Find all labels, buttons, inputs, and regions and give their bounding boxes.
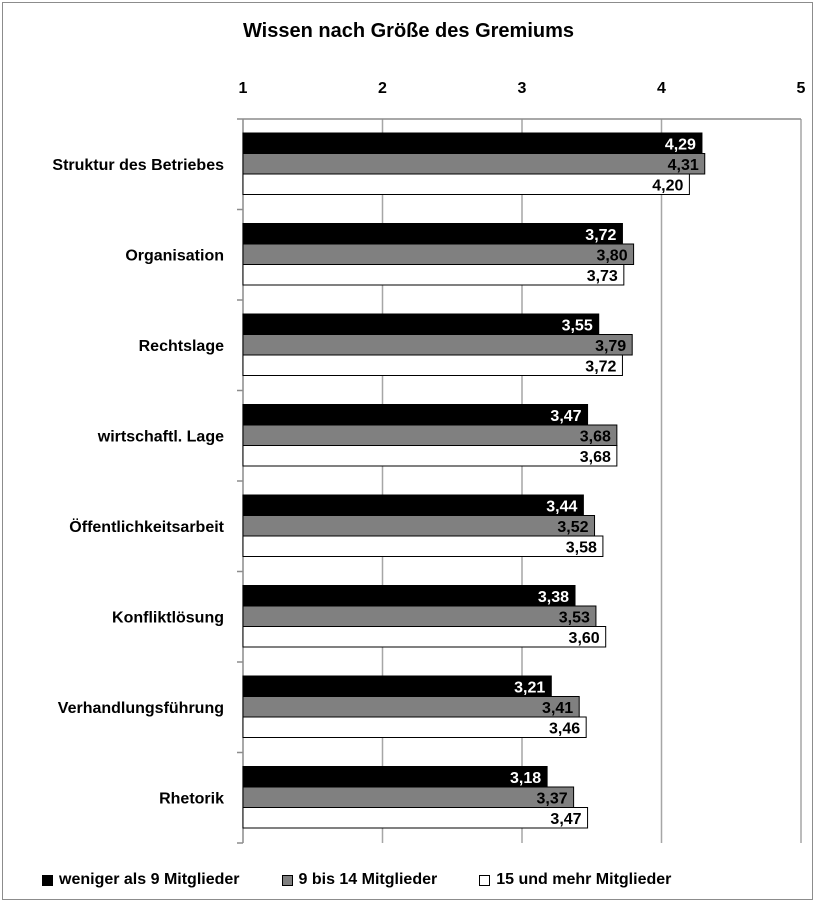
bar <box>242 173 690 195</box>
bar <box>242 354 623 376</box>
bar <box>242 132 703 154</box>
bar <box>242 585 576 607</box>
data-label: 4,29 <box>665 137 696 154</box>
bar <box>242 675 552 697</box>
category-label: Rhetorik <box>159 790 224 807</box>
x-tick-label: 3 <box>518 80 527 97</box>
legend-label-series-2: 9 bis 14 Mitglieder <box>298 871 438 888</box>
bar <box>242 445 618 467</box>
data-label: 3,80 <box>596 248 627 265</box>
data-label: 3,53 <box>559 610 590 627</box>
data-label: 4,31 <box>668 157 699 174</box>
bar <box>242 494 584 516</box>
bar <box>242 807 589 829</box>
bar <box>242 153 706 175</box>
legend-label-series-1: weniger als 9 Mitglieder <box>59 871 240 888</box>
data-label: 3,68 <box>580 449 611 466</box>
data-label: 3,38 <box>538 589 569 606</box>
data-label: 3,41 <box>542 700 573 717</box>
data-label: 3,37 <box>536 791 567 808</box>
data-label: 3,47 <box>550 408 581 425</box>
bar-chart: 1 2 3 4 5 Struktur des Betriebes 4,29 4,31 4,20 O… <box>52 80 806 844</box>
data-label: 3,60 <box>569 630 600 647</box>
category-label: Verhandlungsführung <box>58 700 224 717</box>
bar <box>242 313 600 335</box>
data-label: 3,18 <box>510 770 541 787</box>
x-tick-label: 5 <box>797 80 806 97</box>
category-label: Struktur des Betriebes <box>52 157 224 174</box>
data-label: 3,44 <box>546 499 577 516</box>
data-label: 3,55 <box>562 318 593 335</box>
category-label: Rechtslage <box>139 338 224 355</box>
legend-swatch-series-2 <box>281 874 293 886</box>
category-label: Öffentlichkeitsarbeit <box>69 517 224 536</box>
legend-item-series-2: 9 bis 14 Mitglieder <box>281 871 438 889</box>
chart-title: Wissen nach Größe des Gremiums <box>242 20 575 42</box>
data-label: 3,68 <box>580 429 611 446</box>
bar <box>242 334 633 356</box>
data-label: 3,21 <box>514 680 545 697</box>
bar <box>242 223 623 245</box>
bar <box>242 766 548 788</box>
category-label: Konfliktlösung <box>112 609 224 626</box>
data-label: 3,72 <box>585 359 616 376</box>
bar <box>242 264 625 286</box>
bar <box>242 424 618 446</box>
bar <box>242 404 589 426</box>
legend-item-series-3: 15 und mehr Mitglieder <box>479 871 671 889</box>
data-label: 3,79 <box>595 338 626 355</box>
bar <box>242 716 587 738</box>
legend-label-series-3: 15 und mehr Mitglieder <box>496 871 672 888</box>
data-label: 4,20 <box>652 178 683 195</box>
bar <box>242 696 580 718</box>
data-label: 3,52 <box>557 519 588 536</box>
data-label: 3,47 <box>550 811 581 828</box>
category-label: Organisation <box>125 247 224 264</box>
bar <box>242 535 604 557</box>
data-label: 3,46 <box>549 721 580 738</box>
x-tick-label: 2 <box>378 80 387 97</box>
x-tick-label: 1 <box>239 80 248 97</box>
legend-swatch-series-1 <box>42 874 53 886</box>
bar <box>242 626 607 648</box>
x-tick-label: 4 <box>657 80 666 97</box>
bar <box>242 243 635 265</box>
legend: weniger als 9 Mitglieder 9 bis 14 Mitgli… <box>42 868 713 892</box>
data-label: 3,72 <box>585 227 616 244</box>
data-label: 3,73 <box>587 268 618 285</box>
legend-item-series-1: weniger als 9 Mitglieder <box>42 871 240 889</box>
legend-swatch-series-3 <box>479 874 491 886</box>
bar <box>242 786 575 808</box>
category-label: wirtschaftl. Lage <box>97 428 224 445</box>
data-label: 3,58 <box>566 540 597 557</box>
bar <box>242 605 597 627</box>
bar <box>242 515 596 537</box>
